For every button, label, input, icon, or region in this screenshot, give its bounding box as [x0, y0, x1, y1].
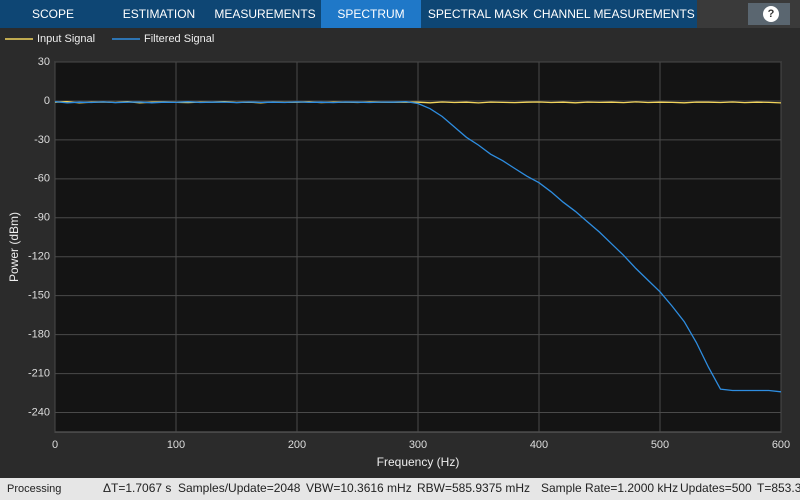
help-icon [763, 6, 779, 22]
status-item: ΔT=1.7067 s [103, 481, 171, 495]
status-item: Sample Rate=1.2000 kHz [541, 481, 678, 495]
status-bar [0, 478, 800, 500]
tab[interactable]: SCOPE [32, 7, 74, 21]
x-tick-label: 0 [52, 439, 58, 451]
status-state: Processing [7, 483, 61, 495]
x-tick-label: 500 [651, 439, 669, 451]
y-axis-label: Power (dBm) [7, 212, 21, 282]
status-item: Samples/Update=2048 [178, 481, 301, 495]
tab[interactable]: ESTIMATION [123, 7, 195, 21]
y-tick-label: -240 [28, 406, 50, 418]
y-tick-label: -60 [34, 173, 50, 185]
status-item: T=853.3 [757, 481, 800, 495]
legend-label: Filtered Signal [144, 33, 214, 45]
tab-active[interactable] [321, 0, 421, 28]
y-tick-label: -120 [28, 251, 50, 263]
x-tick-label: 400 [530, 439, 548, 451]
x-tick-label: 200 [288, 439, 306, 451]
tab[interactable]: MEASUREMENTS [214, 7, 315, 21]
status-item: Updates=500 [680, 481, 752, 495]
y-tick-label: -180 [28, 329, 50, 341]
y-tick-label: -30 [34, 134, 50, 146]
x-axis-label: Frequency (Hz) [377, 455, 460, 469]
x-tick-label: 300 [409, 439, 427, 451]
y-tick-label: -210 [28, 367, 50, 379]
y-tick-label: -150 [28, 290, 50, 302]
help-label[interactable]: ? [768, 8, 775, 20]
y-tick-label: -90 [34, 212, 50, 224]
tab[interactable]: SPECTRAL MASK [428, 7, 528, 21]
status-item: VBW=10.3616 mHz [306, 481, 412, 495]
status-item: RBW=585.9375 mHz [417, 481, 530, 495]
tab[interactable]: SPECTRUM [337, 7, 404, 21]
legend-label: Input Signal [37, 33, 95, 45]
x-tick-label: 100 [167, 439, 185, 451]
y-tick-label: 30 [38, 56, 50, 68]
x-tick-label: 600 [772, 439, 790, 451]
y-tick-label: 0 [44, 95, 50, 107]
tab[interactable]: CHANNEL MEASUREMENTS [533, 7, 695, 21]
series-line [54, 100, 782, 393]
